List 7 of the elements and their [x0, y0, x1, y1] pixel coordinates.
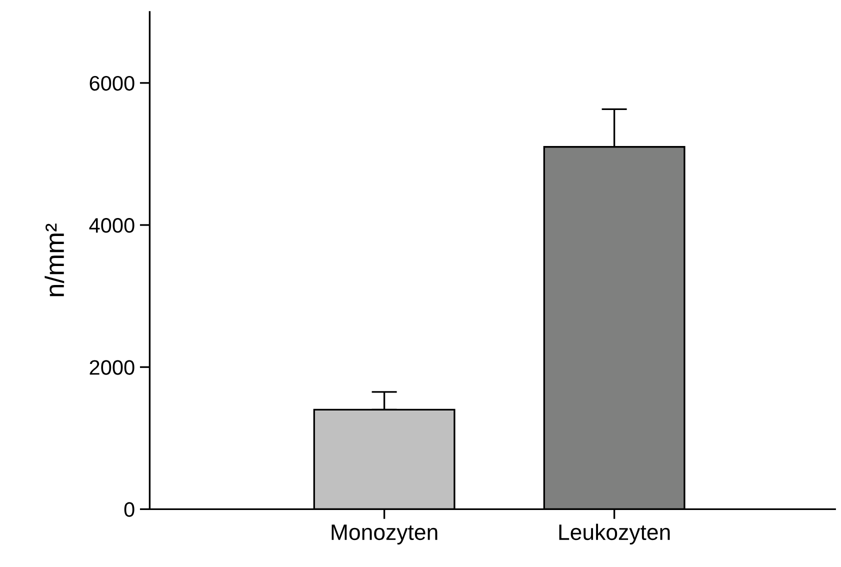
y-axis-title: n/mm²	[44, 224, 64, 296]
y-tick-label: 6000	[90, 76, 134, 91]
x-tick-label: Leukozyten	[559, 524, 670, 544]
x-tick-label: Monozyten	[332, 524, 438, 544]
y-tick-label: 2000	[90, 360, 134, 375]
y-tick-label: 0	[124, 502, 134, 517]
y-tick-label: 4000	[89, 218, 134, 233]
